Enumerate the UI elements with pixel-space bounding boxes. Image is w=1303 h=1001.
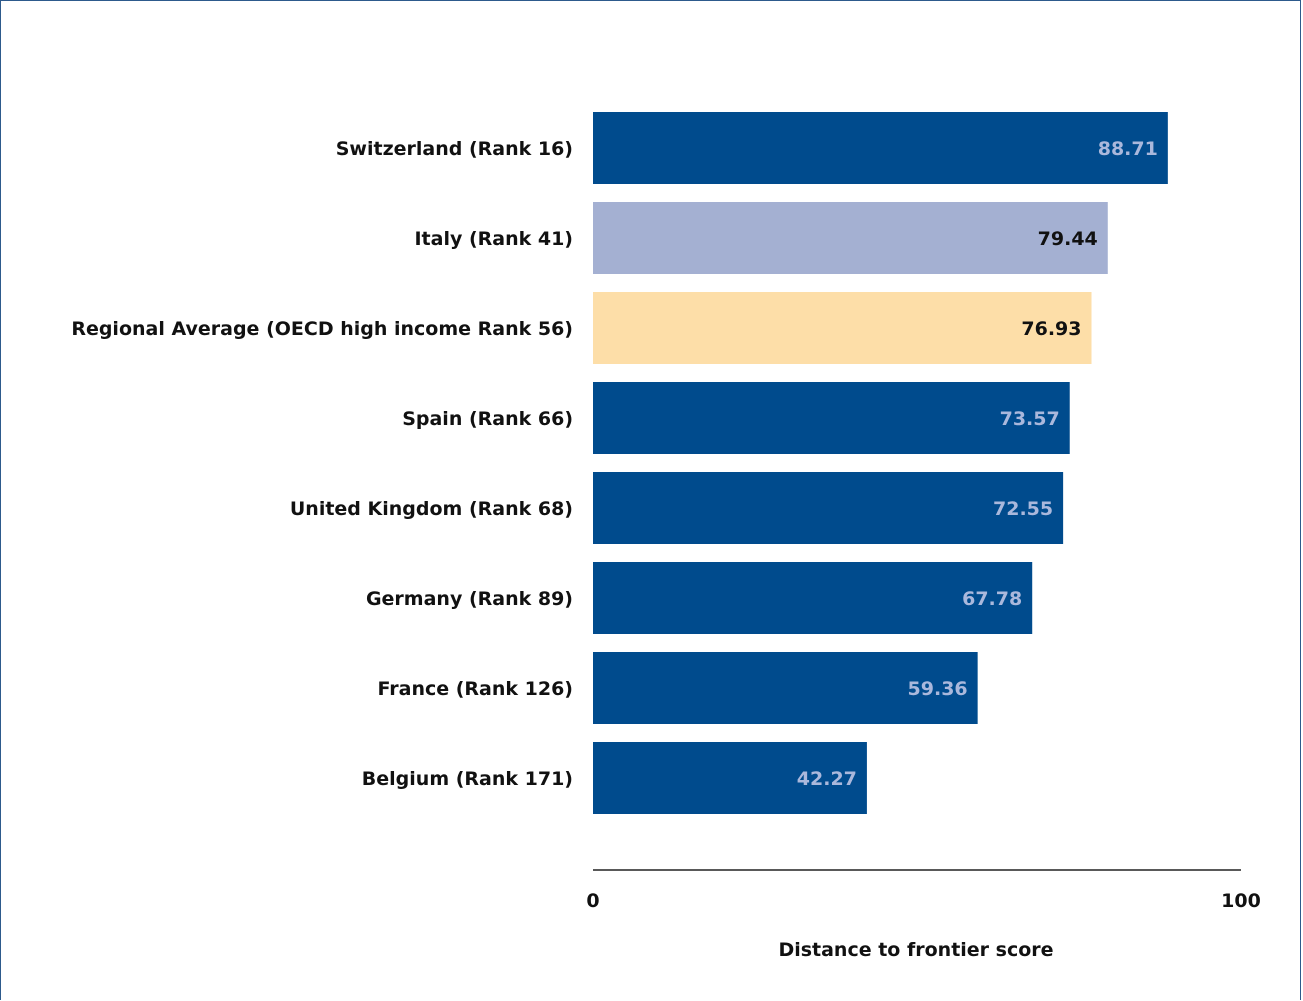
value-label: 59.36 bbox=[908, 678, 968, 700]
value-label: 79.44 bbox=[1038, 228, 1098, 250]
category-labels: Switzerland (Rank 16) Italy (Rank 41) Regi… bbox=[71, 138, 573, 790]
category-label: United Kingdom (Rank 68) bbox=[290, 498, 573, 520]
bar-3 bbox=[593, 382, 1070, 454]
category-label: Belgium (Rank 171) bbox=[362, 768, 573, 790]
value-label: 42.27 bbox=[797, 768, 857, 790]
category-label: Switzerland (Rank 16) bbox=[336, 138, 573, 160]
bar-7 bbox=[593, 742, 867, 814]
value-labels: 88.71 79.44 76.93 73.57 72.55 67.78 59.36 42.27 bbox=[797, 138, 1158, 790]
value-label: 88.71 bbox=[1098, 138, 1158, 160]
category-label: Italy (Rank 41) bbox=[414, 228, 573, 250]
value-label: 76.93 bbox=[1021, 318, 1081, 340]
bar-2 bbox=[593, 292, 1092, 364]
bars-layer bbox=[593, 112, 1168, 814]
value-label: 73.57 bbox=[1000, 408, 1060, 430]
x-tick-label-min: 0 bbox=[586, 890, 599, 912]
bar-1 bbox=[593, 202, 1108, 274]
bar-5 bbox=[593, 562, 1033, 634]
x-tick-label-max: 100 bbox=[1221, 890, 1261, 912]
bar-6 bbox=[593, 652, 978, 724]
value-label: 67.78 bbox=[962, 588, 1022, 610]
category-label: Regional Average (OECD high income Rank … bbox=[71, 318, 573, 340]
category-label: France (Rank 126) bbox=[377, 678, 573, 700]
bar-0 bbox=[593, 112, 1168, 184]
category-label: Spain (Rank 66) bbox=[402, 408, 573, 430]
category-label: Germany (Rank 89) bbox=[366, 588, 573, 610]
bar-4 bbox=[593, 472, 1064, 544]
x-axis-title: Distance to frontier score bbox=[778, 939, 1053, 961]
value-label: 72.55 bbox=[993, 498, 1053, 520]
